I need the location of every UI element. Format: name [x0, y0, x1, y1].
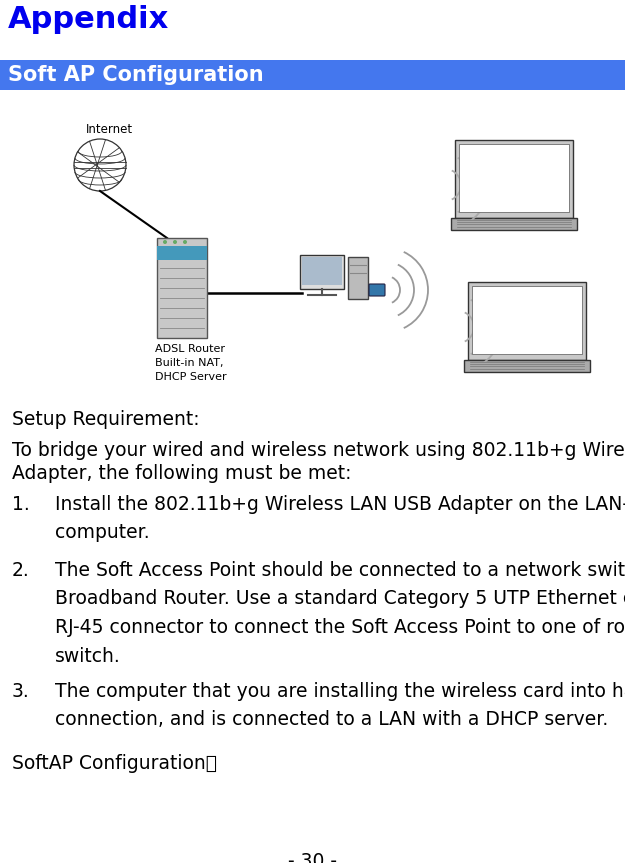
Text: ADSL Router
Built-in NAT,
DHCP Server: ADSL Router Built-in NAT, DHCP Server [155, 344, 227, 382]
FancyBboxPatch shape [302, 257, 342, 285]
Text: computer.: computer. [55, 523, 149, 542]
Text: To bridge your wired and wireless network using 802.11b+g Wireless LAN USB: To bridge your wired and wireless networ… [12, 441, 625, 460]
Text: 3.: 3. [12, 682, 30, 701]
FancyBboxPatch shape [464, 360, 590, 372]
Text: RJ-45 connector to connect the Soft Access Point to one of router, hub, or: RJ-45 connector to connect the Soft Acce… [55, 618, 625, 637]
FancyBboxPatch shape [0, 60, 625, 90]
Text: Setup Requirement:: Setup Requirement: [12, 410, 199, 429]
Text: 1.: 1. [12, 494, 30, 513]
FancyBboxPatch shape [472, 286, 582, 354]
Text: Internet: Internet [86, 123, 133, 136]
FancyBboxPatch shape [157, 246, 207, 260]
FancyBboxPatch shape [451, 218, 577, 230]
Text: - 30 -: - 30 - [288, 852, 336, 863]
FancyBboxPatch shape [157, 238, 207, 338]
FancyBboxPatch shape [300, 255, 344, 289]
Text: Adapter, the following must be met:: Adapter, the following must be met: [12, 464, 351, 483]
FancyBboxPatch shape [369, 284, 385, 296]
Text: 2.: 2. [12, 561, 30, 580]
FancyBboxPatch shape [348, 257, 368, 299]
Text: The Soft Access Point should be connected to a network switch, hub or a: The Soft Access Point should be connecte… [55, 561, 625, 580]
FancyBboxPatch shape [459, 144, 569, 212]
Text: Appendix: Appendix [8, 5, 169, 34]
Circle shape [74, 139, 126, 191]
Text: connection, and is connected to a LAN with a DHCP server.: connection, and is connected to a LAN wi… [55, 710, 608, 729]
FancyBboxPatch shape [468, 282, 586, 360]
Text: SoftAP Configuration：: SoftAP Configuration： [12, 754, 217, 773]
Text: switch.: switch. [55, 646, 121, 665]
Circle shape [183, 240, 187, 244]
Text: Broadband Router. Use a standard Category 5 UTP Ethernet cable with an: Broadband Router. Use a standard Categor… [55, 589, 625, 608]
Circle shape [173, 240, 177, 244]
Text: Soft AP Configuration: Soft AP Configuration [8, 65, 264, 85]
Text: The computer that you are installing the wireless card into has an Ethernet: The computer that you are installing the… [55, 682, 625, 701]
Circle shape [163, 240, 167, 244]
FancyBboxPatch shape [455, 140, 573, 218]
Text: Install the 802.11b+g Wireless LAN USB Adapter on the LAN-connected: Install the 802.11b+g Wireless LAN USB A… [55, 494, 625, 513]
